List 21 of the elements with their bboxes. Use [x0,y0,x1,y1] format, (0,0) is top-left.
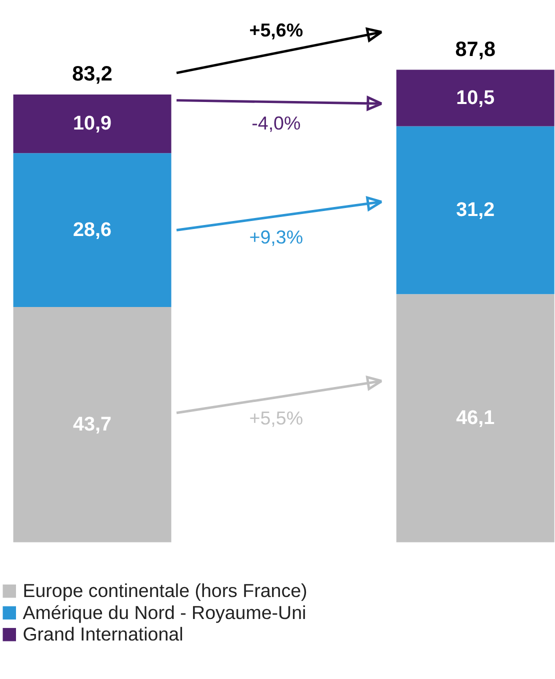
data-label: 43,7 [73,414,112,436]
bar [396,126,554,294]
data-label: 10,5 [456,86,495,109]
total-label: 83,2 [72,62,112,86]
data-label: 28,6 [73,219,112,242]
legend-label: Amérique du Nord - Royaume-Uni [22,602,306,623]
text: +5,6% [249,20,304,41]
annotation: -4,0% [252,112,301,134]
data-label: 31,2 [456,199,495,222]
legend-label: Europe continentale (hors France) [22,580,308,602]
data-label: 46,1 [456,407,495,430]
bar [396,294,554,542]
total-label: 87,8 [455,38,496,61]
bar [13,153,172,308]
bar [13,307,172,542]
annotation: +9,3% [249,226,303,248]
bar [396,70,554,126]
legend-label: Grand International [22,624,184,645]
bar [13,94,172,154]
annotation: +5,5% [249,408,303,429]
data-label: 10,9 [73,112,112,135]
